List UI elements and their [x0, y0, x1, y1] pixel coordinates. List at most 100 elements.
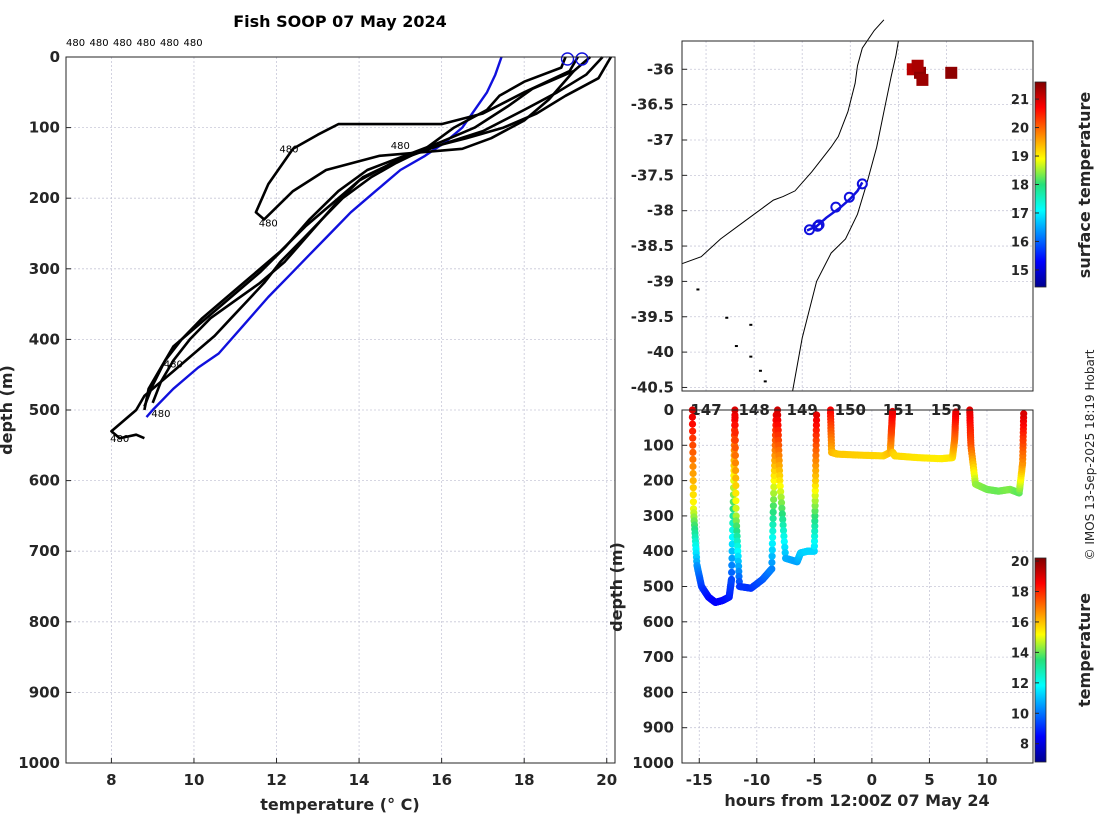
section-cast-point: [780, 538, 788, 546]
map-lat-tick-label: -39: [647, 272, 674, 290]
credit-text: © IMOS 13-Sep-2025 18:19 Hobart: [1083, 349, 1097, 560]
map-island: [725, 316, 729, 319]
section-y-tick-label: 800: [643, 683, 674, 701]
map-lat-tick-label: -36: [647, 60, 674, 78]
section-cast-point: [777, 488, 785, 496]
section-cast-point: [769, 508, 777, 516]
map-lat-tick-label: -37.5: [631, 166, 674, 184]
section-cast-point: [689, 462, 697, 471]
map-station-marker: [856, 178, 868, 190]
section-cast-point: [775, 466, 784, 475]
section-x-tick-label: 10: [977, 771, 998, 789]
map-island: [758, 369, 762, 372]
section-cast-point: [768, 552, 776, 560]
section-cast-point: [775, 446, 783, 454]
profile-end-label: 480: [164, 360, 183, 371]
map-islands: [696, 288, 767, 383]
section-cast-point: [1020, 410, 1028, 418]
profile-top-label: 480: [160, 38, 179, 49]
section-cast-point: [689, 427, 697, 435]
map-y-ticks: -36 -36.5 -37 -37.5 -38 -38.5 -39 -39.5 -40 -40.5: [631, 60, 687, 396]
profile-x-tick-label: 14: [349, 771, 370, 789]
section-cast-point: [728, 554, 736, 562]
section-cast-point: [777, 499, 786, 507]
section-cast-point: [775, 441, 783, 449]
section-cast-point: [689, 491, 697, 499]
section-y-tick-label: 900: [643, 719, 674, 737]
profile-y-tick-label: 1000: [18, 754, 60, 772]
map-lat-tick-label: -38: [647, 202, 674, 220]
map-lat-tick-label: -36.5: [631, 96, 674, 114]
section-cast-point: [770, 472, 778, 480]
section-cast-point: [768, 546, 776, 554]
profile-top-label: 480: [66, 38, 85, 49]
profile-y-ticks: 0 100 200 300 400 500 600 700 800 900 1000: [18, 48, 71, 772]
profile-y-tick-label: 800: [29, 613, 60, 631]
profile-top-label: 480: [137, 38, 156, 49]
map-station-marker: [812, 220, 824, 232]
section-cast-point: [732, 466, 740, 475]
temperature-colorbar-tick-label: 14: [1011, 646, 1029, 661]
section-cast-point: [781, 543, 789, 551]
profile-y-tick-label: 500: [29, 401, 60, 419]
profile-markers: [560, 52, 589, 66]
section-x-axis-label: hours from 12:00Z 07 May 24: [724, 791, 989, 810]
section-cast: [731, 406, 780, 592]
section-y-tick-label: 1000: [632, 754, 674, 772]
section-cast-point: [811, 517, 819, 525]
section-cast-point: [811, 502, 819, 510]
profile-y-tick-label: 900: [29, 683, 60, 701]
profile-end-label: 480: [110, 434, 129, 445]
section-cast-point: [732, 504, 740, 512]
section-cast-point: [770, 483, 778, 491]
profile-end-labels: 480 480 480 480 480 480: [110, 141, 410, 445]
profile-top-label: 480: [113, 38, 132, 49]
map-lat-tick-label: -39.5: [631, 308, 674, 326]
section-cast-point: [781, 549, 789, 557]
temperature-profile-line: [143, 56, 604, 407]
map-station-marker: [843, 191, 855, 203]
section-cast-point: [731, 451, 740, 459]
section-cast-point: [770, 477, 778, 485]
map-lat-tick-label: -40.5: [631, 378, 674, 396]
section-x-ticks: -15 -10 -5 0 5 10: [686, 758, 998, 789]
reference-profile-line: [145, 56, 503, 418]
section-y-tick-label: 700: [643, 648, 674, 666]
profile-y-tick-label: 400: [29, 330, 60, 348]
section-cast-point: [776, 472, 784, 480]
profile-series: [110, 56, 613, 440]
section-cast-point: [728, 547, 736, 555]
profile-x-tick-label: 10: [184, 771, 205, 789]
colorbar-label-temperature: temperature: [1075, 593, 1094, 707]
section-cast-point: [732, 474, 740, 482]
section-cast-point: [735, 572, 743, 581]
section-cast-point: [731, 429, 739, 437]
profile-grid: [66, 56, 615, 764]
section-cast-point: [811, 487, 819, 495]
map-station-marker: [830, 201, 842, 213]
map-sst-patch: [916, 73, 929, 86]
section-cast-point: [811, 532, 819, 540]
section-cast-point: [812, 441, 820, 449]
chart-title: Fish SOOP 07 May 2024: [233, 12, 447, 31]
section-cast-point: [780, 532, 788, 540]
profile-x-tick-label: 8: [106, 771, 116, 789]
surface-temperature-colorbar: 15 16 17 18 19 20 21: [1011, 81, 1047, 288]
profile-end-label: 480: [151, 409, 170, 420]
section-cast-point: [770, 495, 778, 504]
map-stations: [803, 178, 868, 236]
section-cast-point: [768, 540, 777, 548]
section-cast-point: [689, 434, 697, 442]
section-casts: [688, 406, 1028, 607]
profile-x-tick-label: 16: [431, 771, 452, 789]
temperature-colorbar-gradient: [1034, 557, 1047, 763]
profile-end-label: 480: [279, 144, 298, 155]
surface-station-marker: [560, 52, 575, 66]
section-cast-point: [731, 436, 739, 444]
section-y-tick-label: 200: [643, 472, 674, 490]
section-cast-point: [688, 420, 697, 428]
section-cast-point: [733, 537, 741, 545]
surface-temperature-colorbar-tick-label: 20: [1011, 122, 1029, 137]
surface-temperature-colorbar-tick-label: 21: [1011, 93, 1029, 108]
